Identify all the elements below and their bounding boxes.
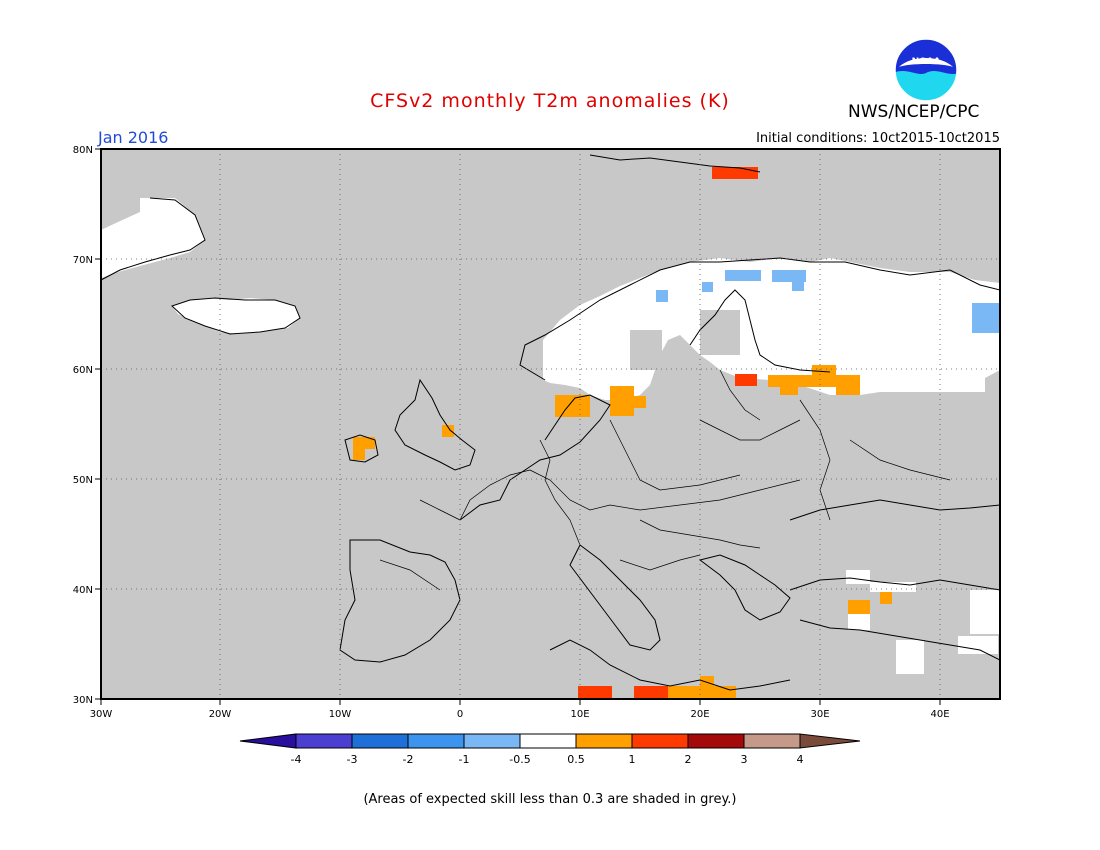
iceland-neutral-area bbox=[172, 298, 300, 334]
lat-tick-label: 70N bbox=[73, 255, 93, 266]
colorbar-swatch bbox=[743, 733, 801, 749]
colorbar-swatch bbox=[631, 733, 689, 749]
skill-mask bbox=[700, 310, 740, 355]
colorbar-swatch bbox=[351, 733, 409, 749]
skill-mask bbox=[630, 330, 662, 370]
logo-text: NOAA bbox=[912, 57, 941, 67]
map-title: CFSv2 monthly T2m anomalies (K) bbox=[370, 90, 730, 112]
colorbar-swatch bbox=[687, 733, 745, 749]
colorbar bbox=[239, 733, 861, 749]
lat-axis bbox=[95, 148, 101, 700]
lat-tick-label: 30N bbox=[73, 695, 93, 706]
colorbar-label: -2 bbox=[403, 753, 414, 766]
lat-tick-label: 80N bbox=[73, 145, 93, 156]
colorbar-swatch bbox=[519, 733, 577, 749]
lon-tick-label: 10E bbox=[570, 709, 589, 720]
lat-tick-label: 40N bbox=[73, 585, 93, 596]
colorbar-label: 3 bbox=[741, 753, 748, 766]
colorbar-swatch-min bbox=[239, 733, 297, 749]
map-grid bbox=[101, 149, 1000, 699]
strong-warm-anomaly-area bbox=[578, 167, 758, 699]
noaa-logo: NOAA bbox=[894, 38, 958, 102]
colorbar-swatch bbox=[407, 733, 465, 749]
turkey-neutral-area bbox=[846, 570, 1000, 674]
colorbar-label: -4 bbox=[291, 753, 302, 766]
country-borders bbox=[379, 369, 951, 591]
colorbar-label: 4 bbox=[797, 753, 804, 766]
colorbar-label: 1 bbox=[629, 753, 636, 766]
initial-conditions: Initial conditions: 10ct2015-10ct2015 bbox=[756, 131, 1000, 146]
agency-label: NWS/NCEP/CPC bbox=[848, 102, 980, 122]
lon-tick-label: 30W bbox=[90, 709, 113, 720]
cold-anomaly-area bbox=[656, 270, 1000, 333]
lon-tick-label: 40E bbox=[930, 709, 949, 720]
lon-tick-label: 30E bbox=[810, 709, 829, 720]
colorbar-label: 0.5 bbox=[567, 753, 585, 766]
colorbar-swatch bbox=[295, 733, 353, 749]
colorbar-swatch-max bbox=[799, 733, 861, 749]
lat-tick-label: 60N bbox=[73, 365, 93, 376]
coastlines bbox=[101, 154, 1000, 691]
colorbar-swatch bbox=[575, 733, 633, 749]
colorbar-label: -0.5 bbox=[509, 753, 530, 766]
forecast-month: Jan 2016 bbox=[98, 128, 169, 147]
greenland-neutral-area bbox=[101, 198, 205, 278]
map-frame bbox=[100, 148, 1001, 700]
colorbar-label: 2 bbox=[685, 753, 692, 766]
lat-tick-label: 50N bbox=[73, 475, 93, 486]
lon-tick-label: 0 bbox=[457, 709, 463, 720]
lon-tick-label: 20W bbox=[209, 709, 232, 720]
lon-tick-label: 10W bbox=[329, 709, 352, 720]
colorbar-swatch bbox=[463, 733, 521, 749]
colorbar-label: -3 bbox=[347, 753, 358, 766]
lon-axis bbox=[100, 699, 941, 705]
lon-tick-label: 20E bbox=[690, 709, 709, 720]
skill-footnote: (Areas of expected skill less than 0.3 a… bbox=[363, 792, 737, 807]
colorbar-label: -1 bbox=[459, 753, 470, 766]
